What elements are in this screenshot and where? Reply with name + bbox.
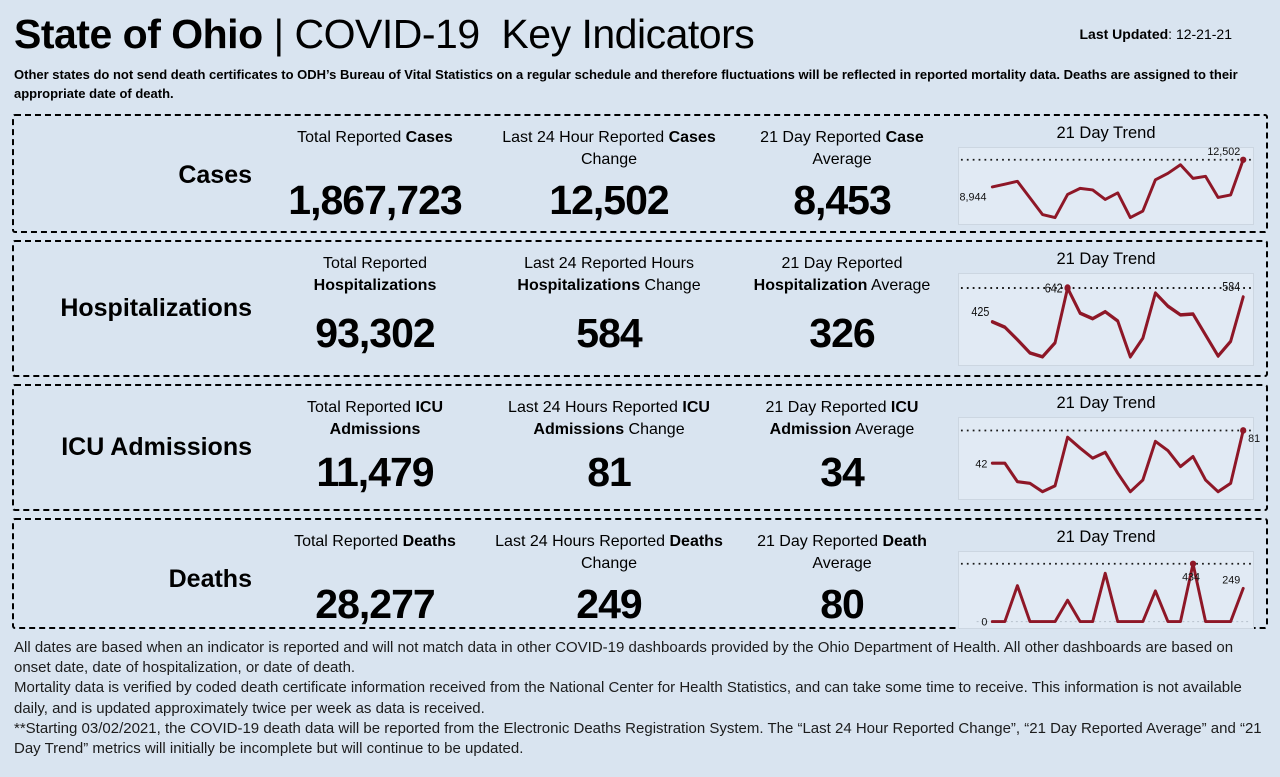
stat-value: 584 bbox=[576, 310, 642, 357]
stat-24h-deaths-change: Last 24 Hours Reported Deaths Change 249 bbox=[490, 520, 728, 638]
hospitalizations-trend-chart: 425 642 584 bbox=[958, 272, 1254, 366]
stat-label: 21 Day Reported Death Average bbox=[757, 532, 927, 573]
deaths-trend-chart: 0 434 249 bbox=[958, 550, 1254, 630]
last-updated-value: : 12-21-21 bbox=[1168, 26, 1232, 42]
stat-label: Total Reported ICU Admissions bbox=[306, 398, 444, 439]
stat-21day-death-average: 21 Day Reported Death Average 80 bbox=[728, 520, 956, 638]
indicator-row-cases: Cases Total Reported Cases 1,867,723 Las… bbox=[12, 113, 1268, 234]
stat-label: Total Reported Hospitalizations bbox=[313, 254, 437, 295]
stat-21day-icu-admission-average: 21 Day Reported ICU Admission Average 34 bbox=[728, 386, 956, 509]
stat-total-cases: Total Reported Cases 1,867,723 bbox=[260, 116, 490, 234]
stat-value: 326 bbox=[809, 310, 875, 357]
trend-icu-admissions: 21 Day Trend 42 81 bbox=[956, 386, 1266, 509]
stat-label: Last 24 Hours Reported Deaths Change bbox=[495, 532, 723, 573]
stat-21day-case-average: 21 Day Reported Case Average 8,453 bbox=[728, 116, 956, 234]
trend-title: 21 Day Trend bbox=[1056, 527, 1156, 546]
svg-text:8,944: 8,944 bbox=[959, 191, 986, 203]
svg-text:42: 42 bbox=[975, 458, 987, 470]
stat-21day-hospitalization-average: 21 Day Reported Hospitalization Average … bbox=[728, 242, 956, 375]
stat-label: Total Reported Deaths bbox=[294, 532, 456, 550]
row-label-icu-admissions: ICU Admissions bbox=[61, 432, 252, 461]
stat-label: Total Reported Cases bbox=[297, 128, 453, 146]
cases-trend-chart: 8,944 12,502 bbox=[958, 146, 1254, 226]
stat-label: Last 24 Reported Hours Hospitalizations … bbox=[517, 254, 701, 295]
footnote-mortality: Mortality data is verified by coded deat… bbox=[14, 679, 1242, 717]
footnote-edrs: **Starting 03/02/2021, the COVID-19 deat… bbox=[14, 719, 1262, 758]
stat-label: 21 Day Reported ICU Admission Average bbox=[765, 398, 919, 439]
stat-24h-cases-change: Last 24 Hour Reported Cases Change 12,50… bbox=[490, 116, 728, 234]
trend-title: 21 Day Trend bbox=[1056, 393, 1156, 412]
svg-text:249: 249 bbox=[1222, 574, 1240, 586]
footnote-dates: All dates are based when an indicator is… bbox=[14, 638, 1234, 677]
stat-24h-hospitalizations-change: Last 24 Reported Hours Hospitalizations … bbox=[490, 242, 728, 375]
stat-24h-icu-admissions-change: Last 24 Hours Reported ICU Admissions Ch… bbox=[490, 386, 728, 509]
svg-text:642: 642 bbox=[1045, 281, 1063, 296]
stat-total-deaths: Total Reported Deaths 28,277 bbox=[260, 520, 490, 638]
stat-total-hospitalizations: Total Reported Hospitalizations 93,302 bbox=[260, 242, 490, 375]
stat-total-icu-admissions: Total Reported ICU Admissions 11,479 bbox=[260, 386, 490, 509]
svg-text:584: 584 bbox=[1222, 279, 1240, 294]
page-title-rest: | COVID-19 Key Indicators bbox=[273, 11, 755, 57]
stat-value: 11,479 bbox=[316, 449, 434, 496]
stat-label: Last 24 Hours Reported ICU Admissions Ch… bbox=[508, 398, 710, 439]
page-title-bold: State of Ohio bbox=[14, 11, 274, 57]
stat-label: 21 Day Reported Case Average bbox=[760, 128, 924, 169]
stat-value: 80 bbox=[820, 581, 865, 627]
stat-value: 81 bbox=[587, 449, 632, 496]
footnotes: All dates are based when an indicator is… bbox=[14, 638, 1266, 760]
indicator-rows: Cases Total Reported Cases 1,867,723 Las… bbox=[12, 113, 1268, 630]
stat-label: 21 Day Reported Hospitalization Average bbox=[753, 254, 931, 295]
stat-value: 249 bbox=[576, 581, 642, 627]
row-label-cases: Cases bbox=[178, 160, 252, 189]
svg-text:81: 81 bbox=[1248, 432, 1260, 444]
trend-cases: 21 Day Trend 8,944 12,502 bbox=[956, 116, 1266, 234]
trend-title: 21 Day Trend bbox=[1056, 123, 1156, 142]
svg-text:425: 425 bbox=[971, 304, 989, 319]
svg-text:0: 0 bbox=[981, 616, 987, 628]
trend-deaths: 21 Day Trend 0 434 249 bbox=[956, 520, 1266, 638]
stat-value: 34 bbox=[820, 449, 865, 496]
last-updated-label: Last Updated bbox=[1079, 26, 1169, 42]
stat-value: 12,502 bbox=[549, 177, 669, 223]
stat-value: 1,867,723 bbox=[288, 177, 462, 223]
page-title: State of Ohio | COVID-19 Key Indicators bbox=[14, 11, 755, 57]
indicator-row-hospitalizations: Hospitalizations Total Reported Hospital… bbox=[12, 239, 1268, 377]
svg-text:434: 434 bbox=[1182, 571, 1200, 583]
stat-label: Last 24 Hour Reported Cases Change bbox=[502, 128, 716, 169]
indicator-row-deaths: Deaths Total Reported Deaths 28,277 Last… bbox=[12, 517, 1268, 630]
trend-hospitalizations: 21 Day Trend 425 642 584 bbox=[956, 242, 1266, 375]
last-updated: Last Updated: 12-21-21 bbox=[1079, 26, 1232, 42]
icu-admissions-trend-chart: 42 81 bbox=[958, 416, 1260, 500]
row-label-deaths: Deaths bbox=[168, 564, 252, 593]
stat-value: 8,453 bbox=[793, 177, 892, 223]
mortality-disclaimer: Other states do not send death certifica… bbox=[14, 67, 1238, 101]
header: State of Ohio | COVID-19 Key Indicators … bbox=[0, 0, 1280, 57]
row-label-hospitalizations: Hospitalizations bbox=[60, 293, 252, 322]
trend-title: 21 Day Trend bbox=[1056, 249, 1156, 268]
stat-value: 93,302 bbox=[315, 310, 435, 357]
stat-value: 28,277 bbox=[315, 581, 435, 627]
indicator-row-icu-admissions: ICU Admissions Total Reported ICU Admiss… bbox=[12, 383, 1268, 511]
svg-text:12,502: 12,502 bbox=[1207, 146, 1240, 158]
